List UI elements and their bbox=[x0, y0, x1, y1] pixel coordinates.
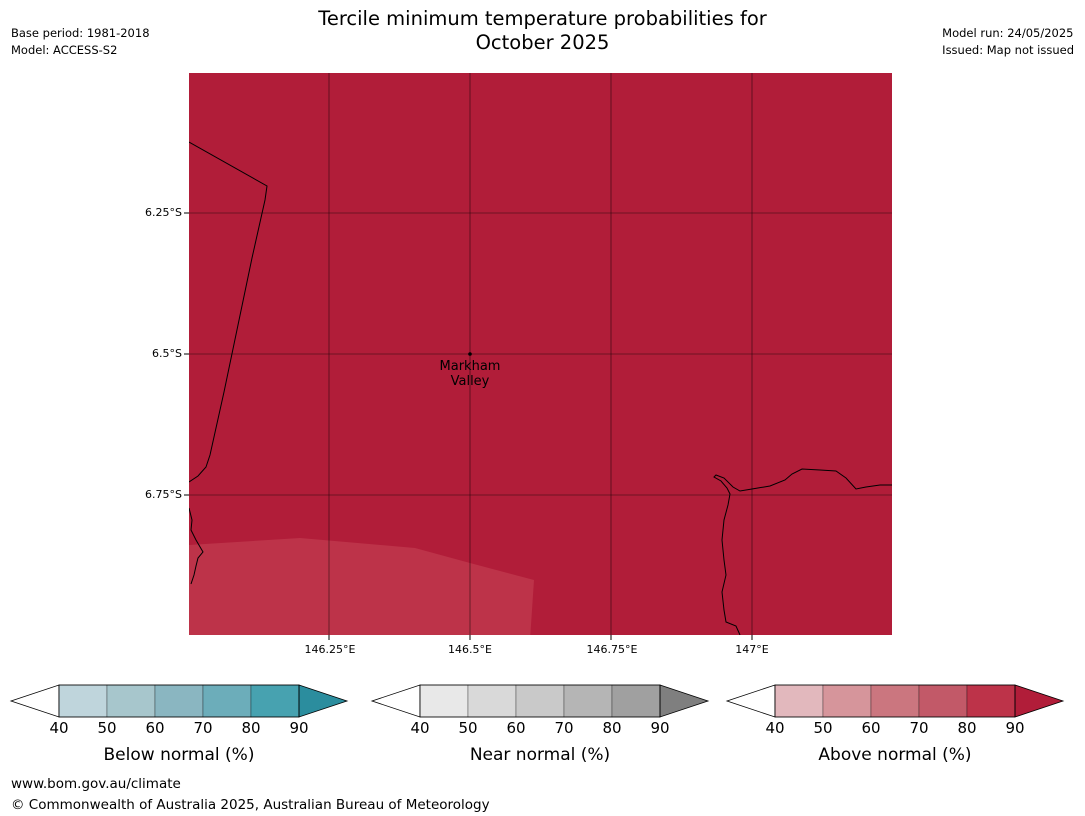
colorbar-outline bbox=[58, 684, 300, 718]
colorbar-outline bbox=[419, 684, 661, 718]
colorbar-segment bbox=[774, 684, 824, 718]
colorbar-tick-label: 90 bbox=[650, 719, 670, 737]
colorbar-near-normal bbox=[370, 684, 710, 718]
lon-tick-label: 147°E bbox=[735, 643, 769, 656]
map-title: Tercile minimum temperature probabilitie… bbox=[0, 7, 1085, 55]
place-marker bbox=[468, 352, 472, 356]
colorbar-tick-label: 60 bbox=[861, 719, 881, 737]
province-boundary bbox=[189, 141, 268, 483]
colorbar-title: Near normal (%) bbox=[469, 745, 611, 765]
colorbar-segment bbox=[870, 684, 920, 718]
coastline-west bbox=[189, 507, 204, 585]
title-line-1: Tercile minimum temperature probabilitie… bbox=[318, 7, 767, 30]
map-canvas bbox=[184, 73, 892, 640]
colorbar-segment bbox=[58, 684, 108, 718]
footer-copyright: © Commonwealth of Australia 2025, Austra… bbox=[11, 797, 490, 813]
colorbar-outline bbox=[774, 684, 1016, 718]
colorbar-segment bbox=[515, 684, 565, 718]
colorbar-tick-label: 80 bbox=[957, 719, 977, 737]
colorbar-tick-label: 70 bbox=[193, 719, 213, 737]
colorbar-above-normal bbox=[725, 684, 1065, 718]
lat-tick-label: 6.5°S bbox=[152, 347, 182, 360]
colorbar-tick-label: 70 bbox=[554, 719, 574, 737]
colorbar-tick-label: 50 bbox=[813, 719, 833, 737]
colorbar-tick-label: 40 bbox=[765, 719, 785, 737]
colorbar-extend-high bbox=[659, 684, 710, 718]
colorbar-extend-low bbox=[725, 684, 776, 718]
colorbar-segment bbox=[822, 684, 872, 718]
colorbar-tick-label: 60 bbox=[506, 719, 526, 737]
colorbar-segment bbox=[966, 684, 1016, 718]
colorbar-tick-label: 50 bbox=[458, 719, 478, 737]
colorbar-tick-label: 80 bbox=[602, 719, 622, 737]
colorbar-tick-label: 80 bbox=[241, 719, 261, 737]
coastline-gulf bbox=[713, 468, 892, 635]
colorbar-segment bbox=[419, 684, 469, 718]
colorbar-title: Above normal (%) bbox=[818, 745, 972, 765]
lon-tick-label: 146.75°E bbox=[586, 643, 638, 656]
base-period: Base period: 1981-2018 bbox=[11, 26, 150, 40]
colorbar-tick-label: 40 bbox=[410, 719, 430, 737]
footer-url: www.bom.gov.au/climate bbox=[11, 776, 181, 792]
colorbar-segment bbox=[611, 684, 661, 718]
lat-tick-label: 6.75°S bbox=[145, 488, 182, 501]
colorbar-tick-label: 40 bbox=[49, 719, 69, 737]
footer: www.bom.gov.au/climate © Commonwealth of… bbox=[11, 774, 490, 816]
lon-tick-label: 146.25°E bbox=[304, 643, 356, 656]
lon-tick-label: 146.5°E bbox=[448, 643, 492, 656]
place-label-markham-valley: Markham Valley bbox=[420, 359, 520, 389]
colorbar-below-normal bbox=[9, 684, 349, 718]
lat-tick-label: 6.25°S bbox=[145, 206, 182, 219]
model-name: Model: ACCESS-S2 bbox=[11, 43, 118, 57]
colorbar-tick-label: 60 bbox=[145, 719, 165, 737]
colorbar-extend-high bbox=[298, 684, 349, 718]
colorbar-extend-high bbox=[1014, 684, 1065, 718]
colorbar-segment bbox=[467, 684, 517, 718]
title-line-2: October 2025 bbox=[475, 31, 610, 54]
colorbars bbox=[9, 684, 1065, 718]
colorbar-tick-label: 90 bbox=[289, 719, 309, 737]
place-label-line-1: Markham bbox=[439, 359, 501, 374]
colorbar-segment bbox=[202, 684, 252, 718]
colorbar-extend-low bbox=[370, 684, 421, 718]
colorbar-tick-label: 90 bbox=[1005, 719, 1025, 737]
colorbar-segment bbox=[563, 684, 613, 718]
colorbar-title: Below normal (%) bbox=[103, 745, 255, 765]
colorbar-segment bbox=[250, 684, 300, 718]
colorbar-segment bbox=[918, 684, 968, 718]
colorbar-segment bbox=[154, 684, 204, 718]
place-label-line-2: Valley bbox=[450, 374, 490, 389]
issued-status: Issued: Map not issued bbox=[942, 43, 1074, 57]
colorbar-tick-label: 70 bbox=[909, 719, 929, 737]
meta-left: Base period: 1981-2018 Model: ACCESS-S2 bbox=[11, 25, 150, 59]
colorbar-segment bbox=[106, 684, 156, 718]
meta-right: Model run: 24/05/2025 Issued: Map not is… bbox=[942, 25, 1074, 59]
model-run: Model run: 24/05/2025 bbox=[942, 26, 1074, 40]
probability-fill-lighter bbox=[189, 538, 534, 635]
colorbar-extend-low bbox=[9, 684, 60, 718]
colorbar-tick-label: 50 bbox=[97, 719, 117, 737]
